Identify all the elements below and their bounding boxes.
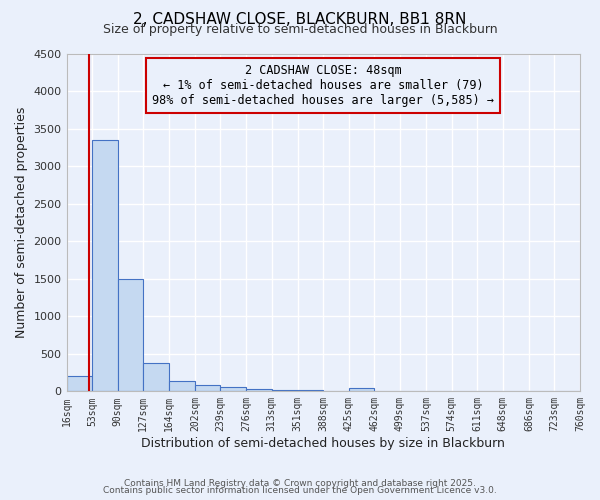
Bar bbox=[92, 140, 118, 392]
Bar bbox=[220, 387, 246, 392]
Bar bbox=[143, 363, 169, 392]
Text: Contains public sector information licensed under the Open Government Licence v3: Contains public sector information licen… bbox=[103, 486, 497, 495]
Text: Size of property relative to semi-detached houses in Blackburn: Size of property relative to semi-detach… bbox=[103, 22, 497, 36]
Bar bbox=[246, 389, 272, 392]
Bar bbox=[272, 390, 298, 392]
Bar bbox=[169, 381, 195, 392]
Bar bbox=[298, 390, 323, 392]
Text: 2, CADSHAW CLOSE, BLACKBURN, BB1 8RN: 2, CADSHAW CLOSE, BLACKBURN, BB1 8RN bbox=[133, 12, 467, 28]
Bar bbox=[67, 376, 92, 392]
Y-axis label: Number of semi-detached properties: Number of semi-detached properties bbox=[15, 107, 28, 338]
Bar bbox=[195, 385, 220, 392]
Text: Contains HM Land Registry data © Crown copyright and database right 2025.: Contains HM Land Registry data © Crown c… bbox=[124, 478, 476, 488]
Bar bbox=[118, 279, 143, 392]
X-axis label: Distribution of semi-detached houses by size in Blackburn: Distribution of semi-detached houses by … bbox=[142, 437, 505, 450]
Bar bbox=[349, 388, 374, 392]
Text: 2 CADSHAW CLOSE: 48sqm
← 1% of semi-detached houses are smaller (79)
98% of semi: 2 CADSHAW CLOSE: 48sqm ← 1% of semi-deta… bbox=[152, 64, 494, 107]
